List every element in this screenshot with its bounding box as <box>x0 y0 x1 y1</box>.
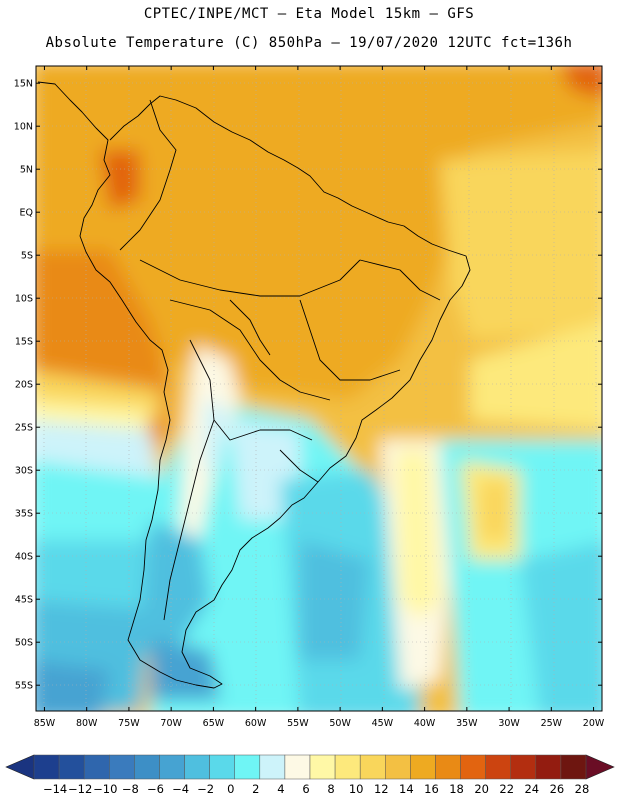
colorbar-swatch <box>134 754 160 780</box>
lon-label: 55W <box>287 718 309 729</box>
colorbar-swatch <box>159 754 185 780</box>
colorbar-swatch <box>359 754 386 780</box>
map-title: CPTEC/INPE/MCT – Eta Model 15km – GFS <box>143 6 475 22</box>
colorbar-swatch <box>435 754 461 780</box>
lat-label: 5S <box>21 251 33 262</box>
colorbar-min-arrow <box>5 754 35 780</box>
lon-label: 50W <box>329 718 351 729</box>
colorbar-label: 4 <box>277 782 284 796</box>
colorbar-label: −8 <box>122 782 139 796</box>
colorbar-label: 12 <box>374 782 389 796</box>
colorbar-label: −2 <box>197 782 214 796</box>
colorbar-labels: −14 −12 −10 −8 −6 −4 −2 0 2 4 6 8 10 12 14 16 18 20 22 24 26… <box>43 782 589 796</box>
colorbar-label: −6 <box>147 782 164 796</box>
map-subtitle: Absolute Temperature (C) 850hPa – 19/07/… <box>45 35 573 51</box>
colorbar-swatch <box>209 754 235 780</box>
colorbar-swatch <box>560 754 587 780</box>
colorbar-label: −10 <box>93 782 117 796</box>
colorbar-swatch <box>535 754 562 780</box>
colorbar-label: 26 <box>550 782 565 796</box>
lat-label: 15S <box>15 337 33 348</box>
colorbar-swatch <box>284 754 311 780</box>
lon-label: 40W <box>414 718 436 729</box>
lon-label: 75W <box>118 718 140 729</box>
colorbar-swatch <box>460 754 486 780</box>
colorbar-label: 22 <box>499 782 514 796</box>
lon-label: 80W <box>76 718 98 729</box>
colorbar-label: 0 <box>227 782 234 796</box>
lon-label: 45W <box>372 718 394 729</box>
lat-label: 25S <box>15 423 33 434</box>
lon-label: 65W <box>203 718 225 729</box>
colorbar-label: 10 <box>349 782 364 796</box>
colorbar-swatch <box>485 754 511 780</box>
colorbar-label: 24 <box>524 782 539 796</box>
lon-label: 70W <box>160 718 182 729</box>
colorbar-swatch <box>510 754 537 780</box>
coastline <box>37 81 471 689</box>
colorbar-label: −4 <box>172 782 189 796</box>
temperature-field <box>36 66 602 711</box>
lat-label: 10S <box>15 294 33 305</box>
colorbar-swatch <box>33 754 60 780</box>
colorbar-swatch <box>259 754 286 780</box>
colorbar-label: 14 <box>399 782 414 796</box>
colorbar <box>5 754 615 780</box>
lon-label: 35W <box>456 718 478 729</box>
lat-label: 30S <box>15 466 33 477</box>
lat-label: 40S <box>15 552 33 563</box>
colorbar-swatch <box>385 754 411 780</box>
latitude-labels: 15N 10N 5N EQ 5S 10S 15S 20S 25S 30S 35S 40S 45S 50S 5… <box>14 79 602 692</box>
lat-label: 15N <box>14 79 33 90</box>
colorbar-label: 6 <box>302 782 309 796</box>
lat-label: 35S <box>15 509 33 520</box>
longitude-labels: 85W 80W 75W 70W 65W 60W 55W 50W 45W 40W 35W 30W 25W 2… <box>34 66 605 729</box>
colorbar-swatch <box>234 754 261 780</box>
colorbar-swatch <box>334 754 361 780</box>
lat-label: 45S <box>15 595 33 606</box>
lon-label: 25W <box>541 718 563 729</box>
colorbar-swatch <box>184 754 210 780</box>
colorbar-swatch <box>410 754 436 780</box>
colorbar-swatch <box>83 754 110 780</box>
lon-label: 20W <box>583 718 605 729</box>
lat-label: 55S <box>15 681 33 692</box>
lon-label: 60W <box>245 718 267 729</box>
lon-label: 85W <box>34 718 56 729</box>
map-frame <box>35 65 603 712</box>
colorbar-max-arrow <box>585 754 615 780</box>
colorbar-label: 20 <box>474 782 489 796</box>
lat-label: 5N <box>20 165 33 176</box>
colorbar-label: 18 <box>449 782 464 796</box>
colorbar-label: 28 <box>575 782 590 796</box>
colorbar-label: 8 <box>327 782 334 796</box>
colorbar-swatch <box>58 754 85 780</box>
colorbar-swatch <box>309 754 336 780</box>
lon-label: 30W <box>498 718 520 729</box>
colorbar-label: 2 <box>252 782 259 796</box>
lat-label: 10N <box>14 122 33 133</box>
colorbar-label: −14 <box>43 782 67 796</box>
lat-label: 50S <box>15 638 33 649</box>
colorbar-swatch <box>109 754 135 780</box>
colorbar-label: 16 <box>424 782 439 796</box>
lat-label: EQ <box>20 208 33 219</box>
colorbar-label: −12 <box>68 782 92 796</box>
lat-label: 20S <box>15 380 33 391</box>
